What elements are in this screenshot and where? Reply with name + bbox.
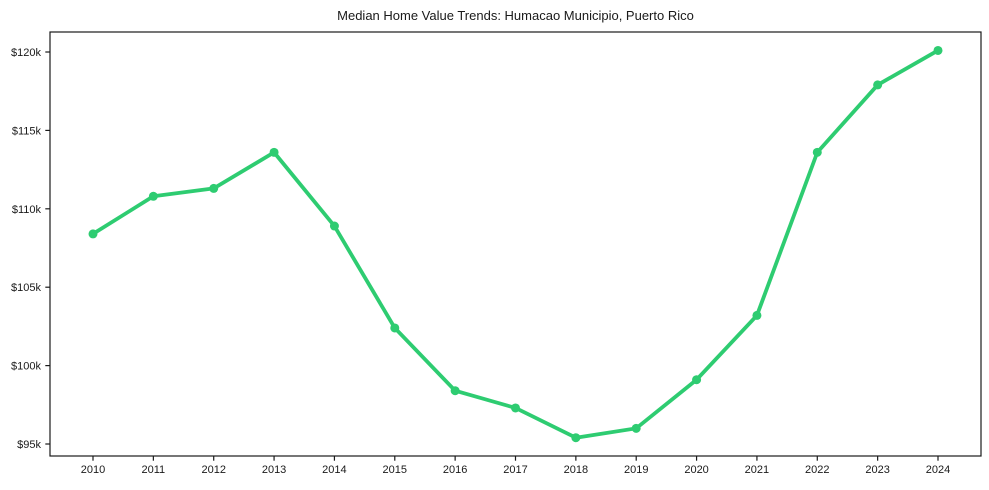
data-point-2023	[873, 80, 883, 90]
data-point-2018	[571, 433, 581, 443]
data-point-2024	[933, 45, 943, 55]
data-point-2015	[390, 323, 400, 333]
x-tick-label: 2013	[262, 464, 286, 476]
x-tick-label: 2010	[81, 464, 105, 476]
y-tick-label: $105k	[11, 282, 41, 294]
data-point-2014	[329, 221, 339, 231]
data-point-2020	[692, 375, 702, 385]
data-point-2017	[511, 403, 520, 413]
x-tick-label: 2019	[624, 464, 648, 476]
chart-title: Median Home Value Trends: Humacao Munici…	[337, 8, 694, 23]
data-point-2011	[148, 191, 158, 201]
plot-border	[49, 31, 982, 457]
x-tick-label: 2023	[865, 464, 889, 476]
x-tick-label: 2016	[443, 464, 467, 476]
data-point-2016	[450, 386, 460, 396]
data-point-2012	[209, 183, 219, 193]
y-tick-label: $120k	[11, 47, 41, 59]
x-tick-label: 2017	[503, 464, 527, 476]
x-tick-label: 2024	[926, 464, 950, 476]
x-tick-label: 2012	[201, 464, 225, 476]
data-point-2019	[631, 423, 641, 433]
x-tick-label: 2018	[564, 464, 588, 476]
data-point-2010	[88, 229, 98, 239]
x-tick-label: 2020	[684, 464, 708, 476]
value-line-series	[91, 48, 940, 440]
y-tick-label: $115k	[12, 125, 42, 137]
y-tick-label: $100k	[11, 361, 41, 373]
x-tick-label: 2015	[383, 464, 407, 476]
x-tick-label: 2021	[745, 464, 769, 476]
data-point-2022	[812, 147, 822, 157]
y-tick-label: $95k	[17, 439, 41, 451]
x-tick-label: 2022	[805, 464, 829, 476]
y-tick-label: $110k	[12, 204, 42, 216]
x-tick-label: 2014	[322, 464, 346, 476]
x-tick-label: 2011	[142, 464, 166, 476]
data-point-2021	[752, 310, 762, 320]
data-point-2013	[269, 147, 279, 157]
